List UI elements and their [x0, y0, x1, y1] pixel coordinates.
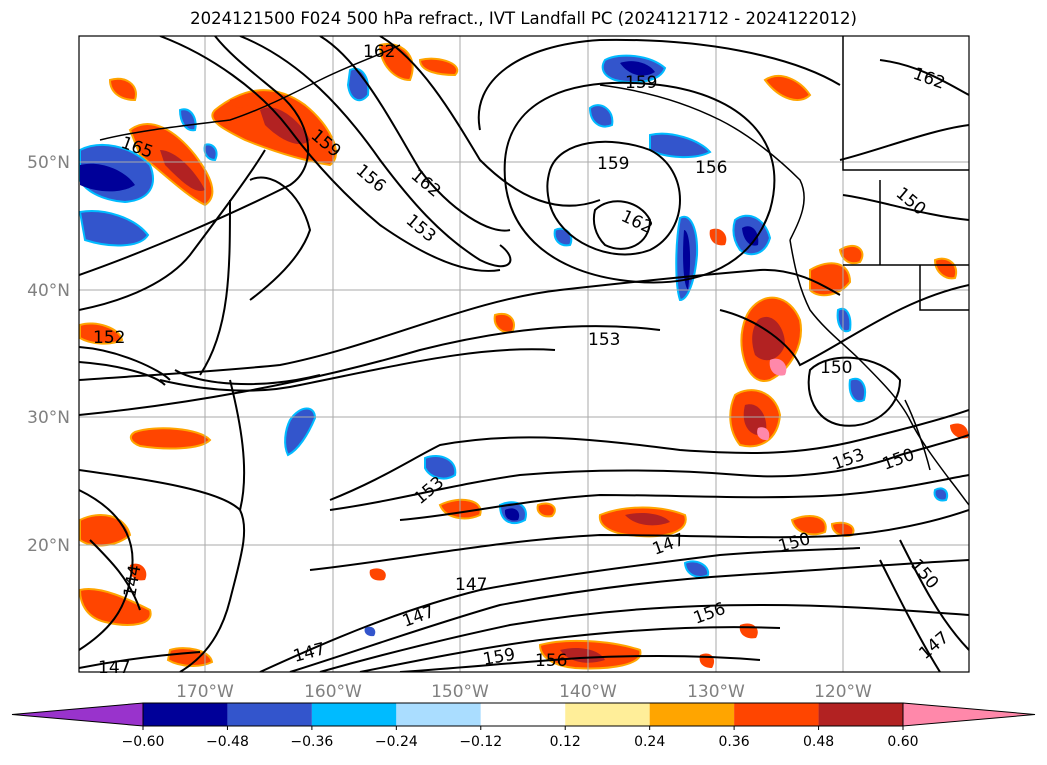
colorbar-tick-label: 0.12: [550, 734, 581, 750]
colorbar-tick-label: −0.48: [206, 734, 249, 750]
colorbar-segment: [143, 703, 228, 726]
lat-label-20n: 20°N: [27, 536, 70, 556]
contour-label: 147: [98, 658, 130, 678]
colorbar-tick-label: 0.48: [803, 734, 834, 750]
lon-label-140w: 140°W: [559, 682, 617, 702]
colorbar-segment: [734, 703, 819, 726]
contour-label: 159: [625, 73, 657, 93]
lon-label-170w: 170°W: [176, 682, 234, 702]
plot-frame: [78, 35, 970, 673]
longitude-axis: 170°W 160°W 150°W 140°W 130°W 120°W: [176, 682, 872, 702]
colorbar-segment: [396, 703, 481, 726]
colorbar-tick-label: −0.60: [122, 734, 165, 750]
colorbar-segment: [649, 703, 735, 726]
colorbar-segment: [227, 703, 312, 726]
latitude-axis: 20°N 30°N 40°N 50°N: [27, 153, 70, 556]
contour-label: 159: [597, 154, 629, 174]
coastlines: [99, 36, 969, 506]
colorbar-tick-label: 0.24: [634, 734, 665, 750]
contour-lines: [79, 36, 969, 672]
lon-label-150w: 150°W: [431, 682, 489, 702]
colorbar: −0.60 −0.48 −0.36 −0.24 −0.12 0.12 0.24 0.36 0.4…: [11, 702, 1036, 750]
contour-label: 162: [363, 42, 395, 62]
colorbar-segment: [565, 703, 650, 726]
colorbar-segment: [480, 703, 566, 726]
colorbar-tick-label: 0.60: [887, 734, 918, 750]
colorbar-segment: [311, 703, 397, 726]
lat-label-50n: 50°N: [27, 153, 70, 173]
lon-label-130w: 130°W: [687, 682, 745, 702]
colorbar-extend-low: [11, 702, 144, 727]
colorbar-segment: [818, 703, 903, 726]
map-title: 2024121500 F024 500 hPa refract., IVT La…: [190, 9, 857, 28]
shaded-field: [79, 43, 969, 670]
plot-area: [79, 36, 969, 672]
colorbar-extend-high: [902, 702, 1036, 727]
colorbar-tick-label: 0.36: [719, 734, 750, 750]
contour-label: 147: [455, 575, 487, 595]
contour-label: 153: [588, 330, 620, 350]
contour-label: 152: [93, 328, 125, 348]
lon-label-120w: 120°W: [814, 682, 872, 702]
lon-label-160w: 160°W: [304, 682, 362, 702]
colorbar-tick-label: −0.24: [375, 734, 418, 750]
contour-label: 156: [535, 651, 567, 671]
colorbar-tick-label: −0.12: [459, 734, 502, 750]
contour-label: 156: [695, 158, 727, 178]
lat-label-40n: 40°N: [27, 281, 70, 301]
contour-label: 150: [820, 358, 852, 378]
colorbar-tick-label: −0.36: [290, 734, 333, 750]
colorbar-outline: [142, 702, 904, 727]
lat-label-30n: 30°N: [27, 408, 70, 428]
